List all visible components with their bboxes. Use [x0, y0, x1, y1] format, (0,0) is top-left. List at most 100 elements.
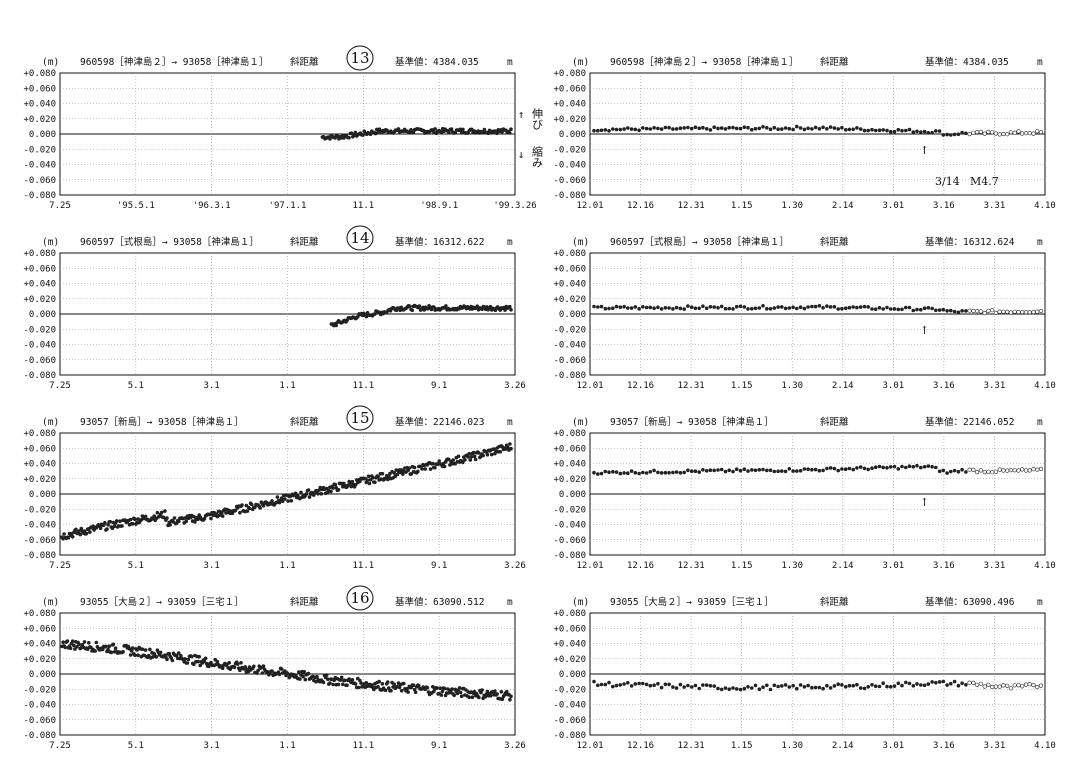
right-13-data-point: [945, 132, 949, 137]
right-13-data-point: [855, 126, 859, 130]
left-16-data-point: [189, 654, 194, 659]
left-15-ytick-label: +0.080: [23, 429, 56, 439]
left-15-ytick-label: +0.060: [23, 444, 56, 454]
right-16-data-point: [637, 681, 641, 686]
left-16-data-point: [203, 656, 208, 661]
right-13-data-point: [1012, 130, 1017, 135]
left-15-data-point: [331, 486, 335, 490]
right-15-data-point: [997, 467, 1002, 472]
right-14-data-point: [757, 306, 762, 310]
right-15-data-point: [749, 468, 754, 472]
left-14-station-pair: 960597［式根島］→ 93058［神津島１］: [80, 236, 259, 248]
left-15-data-point: [70, 534, 75, 539]
circled-panel-number: [346, 225, 374, 251]
right-13-data-point: [907, 127, 912, 132]
left-15-data-point: [163, 509, 167, 513]
left-13-ytick-label: 0.000: [29, 130, 56, 140]
right-16-data-point: [847, 683, 852, 688]
left-16-data-point: [109, 650, 114, 655]
left-16-data-point: [458, 690, 463, 695]
right-14-data-point: [1031, 310, 1036, 315]
left-15-measure-label: 斜距離: [290, 416, 319, 428]
right-15-data-point: [742, 467, 747, 472]
right-15-data-point: [911, 464, 916, 469]
left-16-data-point: [438, 686, 443, 691]
right-14-data-point: [686, 304, 690, 308]
left-15-data-point: [105, 527, 109, 531]
left-16-data-point: [472, 689, 477, 694]
right-15-data-point: [618, 471, 623, 476]
right-16-data-point: [667, 682, 671, 687]
right-14-data-point: [622, 304, 626, 309]
right-13-data-point: [851, 127, 856, 132]
right-14-data-point: [828, 305, 833, 309]
left-16-data-point: [383, 688, 388, 693]
left-16-data-point: [243, 665, 247, 669]
right-15-data-point: [877, 464, 882, 469]
right-13-data-point: [644, 126, 649, 131]
left-16-data-point: [70, 639, 75, 644]
right-16-data-point: [915, 682, 919, 686]
right-14-data-point: [599, 304, 604, 309]
left-14-data-point: [507, 304, 512, 309]
right-15-data-point: [701, 467, 705, 472]
right-14-xtick-label: 12.31: [678, 381, 705, 391]
right-15-data-point: [757, 467, 762, 472]
right-16-data-point: [678, 682, 683, 687]
right-16-data-point: [644, 682, 649, 687]
left-13-data-point: [469, 127, 474, 132]
left-14-data-point: [410, 308, 415, 313]
right-13-data-point: [847, 127, 852, 132]
left-15-data-point: [446, 457, 451, 462]
right-16-data-point: [753, 683, 758, 688]
left-15-data-point: [395, 472, 400, 477]
right-13-data-point: [821, 125, 825, 130]
left-15-data-point: [280, 499, 285, 504]
left-16-data-point: [380, 681, 385, 686]
right-13-data-point: [798, 126, 803, 130]
left-15-data-point: [451, 458, 455, 462]
right-14-data-point: [787, 306, 792, 310]
left-13-data-point: [495, 131, 499, 135]
left-15-data-point: [152, 514, 156, 518]
right-14-data-point: [716, 305, 720, 310]
right-15-data-point: [625, 471, 630, 476]
right-15-data-point: [990, 470, 995, 475]
right-15-data-point: [1001, 468, 1006, 473]
left-13-data-point: [449, 127, 454, 131]
right-13-data-point: [918, 130, 923, 134]
right-14-data-point: [806, 305, 810, 309]
right-13-data-point: [990, 130, 995, 135]
left-16-data-point: [493, 689, 497, 694]
right-15-data-point: [926, 464, 931, 468]
left-16-data-point: [260, 671, 265, 675]
right-15-data-point: [723, 469, 728, 474]
right-14-data-point: [753, 306, 758, 311]
right-14-data-point: [640, 304, 645, 309]
right-16-data-point: [806, 683, 810, 688]
left-16-data-point: [89, 645, 93, 650]
right-15-ytick-label: 0.000: [559, 490, 586, 500]
left-13-data-point: [461, 127, 465, 132]
right-13-data-point: [964, 131, 968, 136]
left-15-data-point: [133, 517, 137, 522]
left-16-data-point: [303, 677, 308, 682]
right-16-data-point: [682, 685, 687, 689]
right-14-xtick-label: 4.10: [1034, 381, 1056, 391]
right-15-data-point: [1016, 468, 1021, 473]
right-14-data-point: [1035, 309, 1040, 314]
right-14-reference-unit: m: [1037, 237, 1043, 248]
right-13-data-point: [731, 125, 735, 130]
right-15-data-point: [603, 469, 608, 474]
left-16-data-point: [450, 687, 454, 691]
left-16-data-point: [174, 653, 179, 658]
left-14-data-point: [475, 304, 480, 309]
right-13-ytick-label: +0.040: [553, 100, 586, 110]
left-13-xtick-label: '99.3.26: [493, 201, 536, 211]
right-16-data-point: [896, 681, 901, 686]
left-15-data-point: [420, 467, 424, 471]
right-16-data-point: [945, 683, 949, 687]
right-15-data-point: [640, 470, 645, 475]
right-15-data-point: [836, 468, 841, 473]
left-13-data-point: [328, 137, 332, 141]
